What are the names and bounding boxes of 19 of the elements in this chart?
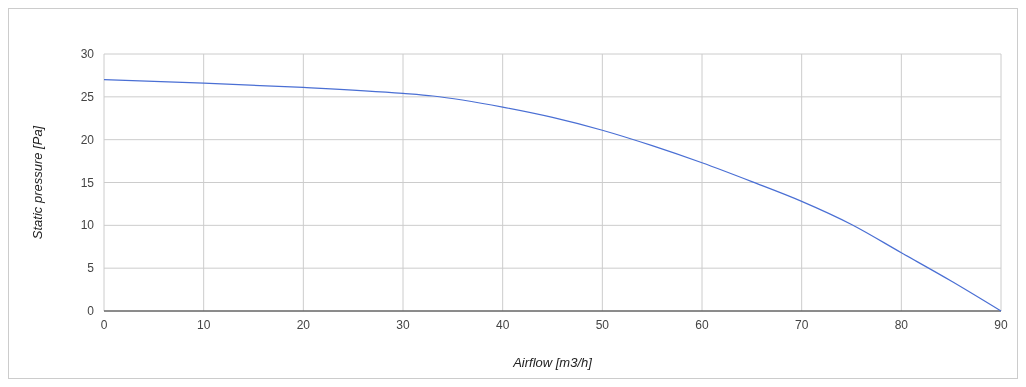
x-tick-label: 10 — [196, 318, 211, 332]
y-tick-label: 25 — [80, 89, 95, 104]
y-tick-label: 20 — [80, 132, 95, 147]
x-tick-label: 80 — [894, 318, 909, 332]
y-tick-label: 10 — [80, 218, 95, 233]
x-tick-label: 70 — [794, 318, 809, 332]
y-tick-label: 15 — [80, 175, 95, 190]
x-tick-label: 0 — [100, 318, 108, 332]
y-tick-label: 5 — [87, 261, 95, 276]
x-tick-label: 40 — [495, 318, 510, 332]
x-tick-label: 30 — [396, 318, 410, 332]
y-tick-label: 0 — [87, 304, 95, 318]
x-tick-label: 90 — [994, 318, 1008, 332]
x-tick-label: 50 — [595, 318, 610, 332]
x-tick-label: 60 — [695, 318, 709, 332]
x-tick-label: 20 — [296, 318, 311, 332]
x-axis-title: Airflow [m3/h] — [512, 355, 593, 370]
y-tick-label: 30 — [80, 47, 95, 61]
y-axis-title: Static pressure [Pa] — [30, 125, 45, 240]
